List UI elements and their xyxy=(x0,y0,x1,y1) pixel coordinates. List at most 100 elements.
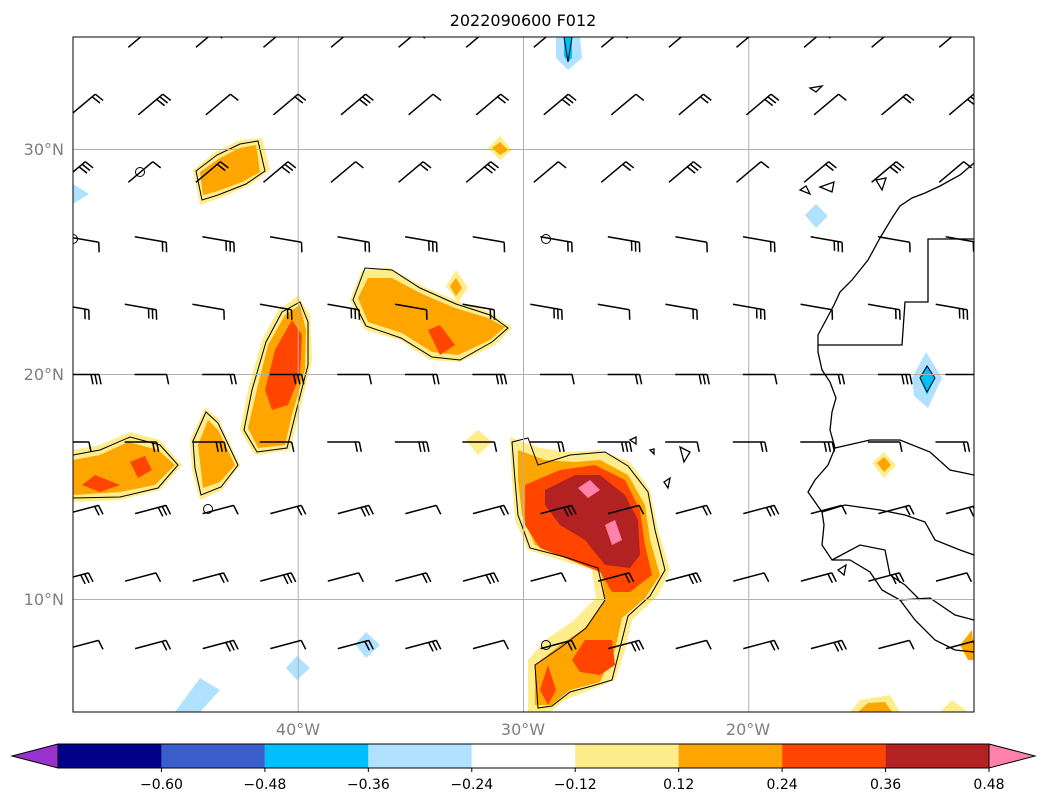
wind-barb xyxy=(202,235,235,253)
wind-barb xyxy=(800,572,837,584)
wind-barb xyxy=(127,37,142,48)
wind-barb xyxy=(134,373,170,385)
wind-barb xyxy=(607,373,643,385)
colorbar-frame xyxy=(57,743,990,769)
wind-barb xyxy=(124,303,158,320)
wind-barb xyxy=(127,161,162,183)
contour-ring-a xyxy=(135,167,145,177)
wind-barb xyxy=(877,235,911,253)
lon-label-40w: 40°W xyxy=(276,720,320,739)
contour-40w xyxy=(243,301,309,453)
wind-barb xyxy=(327,441,363,452)
wind-barb xyxy=(732,441,768,452)
wind-barb xyxy=(736,161,770,183)
wind-barb xyxy=(881,93,915,116)
wind-barb xyxy=(259,441,295,452)
colorbar-segment xyxy=(575,744,679,768)
wind-barb xyxy=(124,441,160,452)
colorbar-segment xyxy=(782,744,886,768)
contour-ring-d xyxy=(541,640,551,650)
wind-barb xyxy=(192,303,225,320)
wind-barb xyxy=(597,441,633,452)
neg-region-west-edge xyxy=(73,184,89,204)
wind-barb xyxy=(678,93,712,116)
lon-label-20w: 20°W xyxy=(726,720,770,739)
neg-region-sw1 xyxy=(175,678,220,712)
wind-barb xyxy=(675,373,710,385)
wind-barb xyxy=(665,441,700,452)
wind-barb xyxy=(938,37,953,48)
border-western-sahara xyxy=(818,238,974,346)
wind-barb xyxy=(732,303,766,320)
contour-35w xyxy=(352,267,509,361)
wind-barb xyxy=(742,373,778,385)
cape-verde xyxy=(628,435,691,490)
wind-barb xyxy=(540,639,577,651)
contour-west xyxy=(73,436,179,499)
anomaly-region-west-36b xyxy=(82,475,120,492)
wind-barb xyxy=(195,161,229,183)
colorbar xyxy=(10,743,1037,769)
anomaly-region-north-inner xyxy=(200,145,260,195)
wind-barb xyxy=(733,572,770,583)
colorbar-segment xyxy=(368,744,472,768)
small-island-1 xyxy=(808,85,824,93)
wind-barb xyxy=(472,504,510,516)
map-title: 2022090600 F012 xyxy=(450,11,597,30)
anomaly-region-south-36 xyxy=(572,640,615,675)
colorbar-tick-label: −0.12 xyxy=(554,777,597,793)
wind-barb xyxy=(202,504,239,515)
border-south xyxy=(899,597,974,621)
wind-barb xyxy=(540,504,577,517)
wind-barb xyxy=(394,441,430,452)
wind-barb xyxy=(736,37,750,48)
neg-region-ne xyxy=(805,204,828,228)
neg-region-top-inner xyxy=(564,37,572,62)
wind-barb xyxy=(337,373,373,385)
wind-barb xyxy=(270,504,307,516)
colorbar-segment xyxy=(471,744,576,768)
wind-barb xyxy=(607,235,641,253)
wind-barb xyxy=(405,639,442,652)
coastline xyxy=(628,85,974,653)
colorbar-extend-min xyxy=(10,743,59,769)
wind-barb xyxy=(540,235,573,253)
wind-barb xyxy=(192,441,227,452)
canary-islands xyxy=(798,177,887,196)
wind-barb xyxy=(743,639,780,651)
anomaly-region-35w-inner xyxy=(358,278,505,355)
contour-north xyxy=(195,140,266,201)
wind-barb xyxy=(868,572,905,585)
wind-barb xyxy=(668,37,683,48)
wind-barb xyxy=(543,93,577,116)
wind-barb xyxy=(746,93,780,116)
wind-barbs xyxy=(73,37,974,652)
wind-barb xyxy=(675,235,708,253)
wind-barb xyxy=(533,161,567,183)
wind-barb xyxy=(330,37,345,48)
wind-barb xyxy=(813,93,847,116)
wind-barb xyxy=(405,504,442,515)
wind-barb xyxy=(73,572,94,585)
wind-barb xyxy=(462,441,498,452)
wind-barb xyxy=(665,303,698,320)
wind-barb xyxy=(269,373,305,385)
wind-barb xyxy=(607,504,645,515)
wind-barb xyxy=(810,504,847,515)
wind-barb xyxy=(73,306,90,320)
wind-barb xyxy=(935,441,971,452)
contour-top xyxy=(563,37,573,63)
colorbar-tick-label: 0.24 xyxy=(767,777,798,793)
wind-barb xyxy=(668,161,702,183)
wind-barb xyxy=(472,235,506,253)
wind-barb xyxy=(202,639,239,652)
wind-barb xyxy=(263,37,277,48)
wind-barb xyxy=(269,235,303,253)
anomaly-region-west-36a xyxy=(130,456,152,478)
wind-barb xyxy=(800,441,836,452)
wind-barb xyxy=(472,373,508,385)
wind-barb xyxy=(810,373,846,385)
wind-barb xyxy=(73,373,102,385)
wind-barb xyxy=(607,639,645,652)
wind-barb xyxy=(475,93,510,116)
